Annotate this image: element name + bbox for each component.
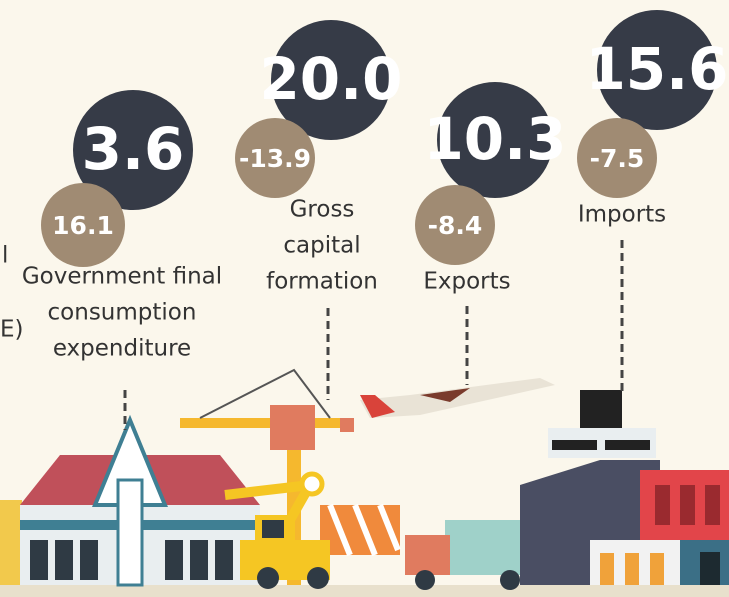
change-value: -7.5 xyxy=(590,144,645,173)
item-label: Exports xyxy=(423,269,510,295)
infographic: l E) xyxy=(0,0,729,597)
main-value: 20.0 xyxy=(259,45,402,113)
edge-text: l xyxy=(2,243,8,269)
main-value: 10.3 xyxy=(423,105,566,173)
item-label: capital xyxy=(283,233,360,259)
item-label: formation xyxy=(266,269,378,295)
change-value: -8.4 xyxy=(428,211,483,240)
main-value: 15.6 xyxy=(585,35,728,103)
change-value: -13.9 xyxy=(239,144,311,173)
main-value: 3.6 xyxy=(82,115,185,183)
item-label: expenditure xyxy=(53,336,191,362)
change-value: 16.1 xyxy=(52,211,114,240)
item-label: Government final xyxy=(22,264,222,290)
item-label: Imports xyxy=(578,202,666,228)
edge-text: E) xyxy=(0,317,24,343)
item-label: consumption xyxy=(48,300,197,326)
item-label: Gross xyxy=(290,197,355,223)
